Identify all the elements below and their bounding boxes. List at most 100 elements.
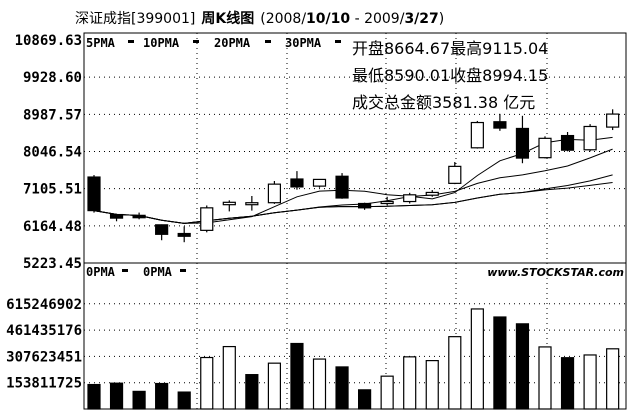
price-y-label: 10869.63 [15,33,82,49]
volume-bar [155,382,169,410]
volume-y-label: 307623451 [6,349,82,365]
info-turnover: 成交总金额3581.38 亿元 [352,93,535,112]
candle-body [290,178,304,188]
volume-bar [177,391,191,410]
volume-bar [132,390,146,410]
candle [515,115,530,164]
candle [538,136,552,159]
volume-bar [538,346,552,410]
volume-bar [109,382,124,410]
ma-legend: 5PMA 10PMA 20PMA 30PMA [86,36,341,50]
price-y-label: 7105.51 [23,182,82,198]
candle [267,180,281,204]
ma30-legend: 30PMA [285,36,322,50]
candle [87,175,101,213]
price-y-label: 5223.45 [23,256,82,272]
volume-bar [222,345,236,410]
date-open: (2008/ [260,11,306,27]
volume-y-label: 153811725 [6,376,82,392]
volume-bar [312,358,327,410]
ma20-legend: 20PMA [214,36,251,50]
volume-bar [380,375,394,410]
volume-plot-border [83,262,627,410]
candle [200,205,214,233]
volume-panel: 0PMA 0PMA www.STOCKSTAR.com 615246902 46… [6,262,627,410]
ma20-marker [265,40,271,43]
info-open-high: 开盘8664.67最高9115.04 [352,39,548,58]
candle [448,162,462,185]
candle-body [312,178,327,187]
ma30-marker [335,40,341,43]
chart-title: 深证成指[399001] 周K线图 (2008/10/10 - 2009/3/27) [75,10,444,27]
date-mid: - 2009/ [350,11,405,27]
volume-bar [425,360,439,410]
volume-bar [403,356,417,410]
candle-body [177,232,191,237]
index-code: [399001] [131,11,195,27]
candle-body [448,165,462,184]
candle [583,124,597,152]
volume-y-label: 461435176 [6,323,82,339]
candle-body [515,127,530,159]
volume-bar [583,354,597,410]
price-y-axis-labels: 10869.63 9928.60 8987.57 8046.54 7105.51… [15,33,82,272]
candle-body [606,113,620,128]
info-low-close: 最低8590.01收盘8994.15 [352,66,548,85]
candle [403,192,417,204]
ma10-marker [193,40,199,43]
volume-ma-legend-1: 0PMA [86,265,116,279]
price-y-label: 9928.60 [23,70,82,86]
volume-bar [267,362,281,410]
candle [290,171,304,190]
candle [358,202,372,210]
candle-body [245,202,259,206]
candle-body [132,214,146,219]
candle-body [403,194,417,203]
volume-bar [606,348,620,410]
candle [425,190,439,197]
price-panel: 5PMA 10PMA 20PMA 30PMA 开盘8664.67最高9115.0… [15,32,627,409]
ma10-line [93,148,613,224]
volume-bar [290,342,304,410]
volume-bar [335,366,349,410]
volume-bar [515,323,530,410]
info-box: 开盘8664.67最高9115.04 最低8590.01收盘8994.15 成交… [352,39,548,112]
ma5-marker [128,40,134,43]
price-y-label: 6164.48 [23,219,82,235]
candle-body [335,175,349,199]
candle-body [470,121,484,149]
ma20-line [93,174,613,224]
volume-bar [493,316,507,410]
volume-ma-marker-1 [122,269,128,272]
ma5-legend: 5PMA [86,36,116,50]
candle [132,212,146,220]
ma5-line [93,136,613,224]
candle [177,226,191,243]
volume-grid [84,303,626,384]
price-candles [87,109,620,243]
candle-body [380,200,394,205]
candle-body [560,134,575,151]
candle-body [155,224,169,235]
candle [606,109,620,131]
candle [380,196,394,206]
candle [312,178,327,188]
date-close: ) [439,11,444,27]
date-start: 10/10 [306,11,350,27]
candle [493,113,507,131]
volume-bar [470,308,484,410]
candle [470,120,484,149]
volume-bars [87,308,620,410]
candle [222,200,236,212]
watermark: www.STOCKSTAR.com [487,266,624,279]
volume-y-label: 615246902 [6,297,82,313]
candle-body [425,191,439,196]
price-grid [84,33,626,409]
candle [335,173,349,199]
volume-bar [358,389,372,410]
volume-ma-marker-2 [180,269,186,272]
period-label: 周K线图 [201,10,254,27]
price-y-label: 8046.54 [23,145,82,161]
candle-body [583,125,597,151]
